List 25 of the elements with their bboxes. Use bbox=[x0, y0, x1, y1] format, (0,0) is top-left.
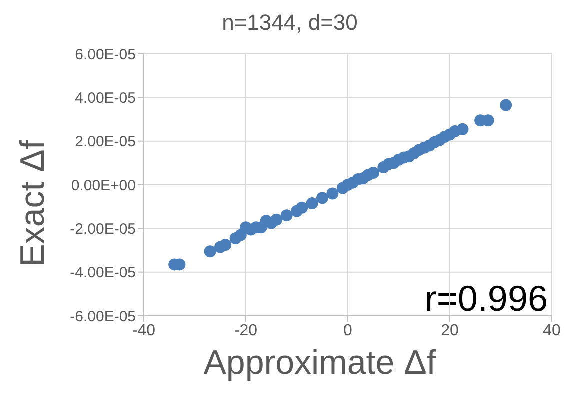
x-axis-title: Approximate Δf bbox=[202, 344, 438, 383]
point bbox=[326, 188, 339, 200]
y-tick-label: 2.00E-05 bbox=[75, 134, 136, 151]
point bbox=[500, 99, 512, 112]
y-tick-label: 6.00E-05 bbox=[75, 46, 136, 64]
x-tick-label: 40 bbox=[543, 322, 561, 340]
point bbox=[316, 192, 328, 204]
y-tick-label: -2.00E-05 bbox=[70, 220, 136, 238]
annotation: r=0.996 bbox=[424, 278, 548, 320]
x-tick-label: 20 bbox=[441, 322, 459, 340]
point bbox=[220, 239, 232, 252]
y-axis-title: Exact Δf bbox=[14, 140, 52, 266]
x-tick-label: -20 bbox=[234, 322, 258, 340]
point bbox=[368, 166, 380, 179]
point bbox=[296, 202, 308, 214]
point bbox=[204, 246, 216, 258]
point bbox=[280, 210, 293, 222]
point bbox=[456, 123, 469, 136]
y-tick-label: 0.00E+00 bbox=[71, 177, 136, 194]
x-tick-label: 0 bbox=[344, 322, 353, 340]
point bbox=[270, 214, 283, 226]
y-tick-label: 4.00E-05 bbox=[75, 90, 136, 107]
point bbox=[306, 198, 318, 210]
chart-title: n=1344, d=30 bbox=[221, 10, 359, 36]
y-tick-label: -4.00E-05 bbox=[70, 264, 136, 282]
